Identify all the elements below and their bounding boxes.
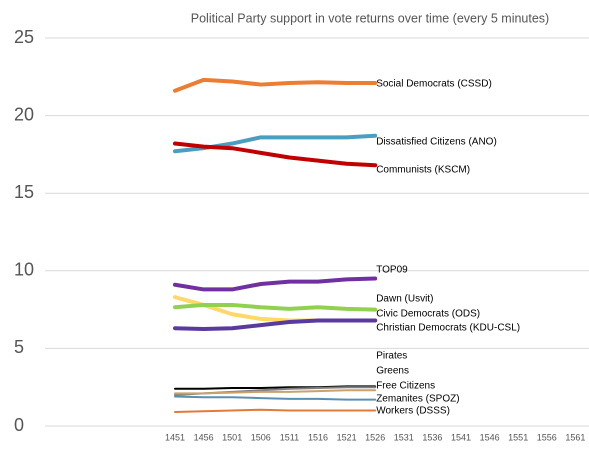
series-label: Dawn (Usvit) [376,294,433,305]
series-label: Pirates [376,351,407,362]
x-tick-label: 1551 [508,432,528,442]
series-label: Civic Democrats (ODS) [376,309,480,320]
y-tick-label: 15 [14,182,34,202]
x-tick-label: 1546 [480,432,500,442]
series-label: Zemanites (SPOZ) [376,394,459,405]
series-label: Social Democrats (CSSD) [376,79,492,90]
series-line [174,395,377,401]
series-label: Greens [376,366,409,377]
chart-title: Political Party support in vote returns … [191,11,549,25]
x-tick-label: 1561 [565,432,585,442]
series-line [173,318,378,331]
x-tick-label: 1541 [451,432,471,442]
series-line [173,133,378,154]
x-tick-label: 1501 [222,432,242,442]
series-label: Free Citizens [376,381,435,392]
y-tick-label: 20 [14,104,34,124]
series-line [173,302,378,312]
x-tick-label: 1506 [251,432,271,442]
series-label: Communists (KSCM) [376,165,470,176]
series-line [173,77,378,93]
x-tick-label: 1526 [365,432,385,442]
series-label: TOP09 [376,265,408,276]
x-tick-label: 1451 [165,432,185,442]
x-tick-label: 1456 [194,432,214,442]
y-tick-label: 5 [14,337,24,357]
series-label: Dissatisfied Citizens (ANO) [376,137,497,148]
x-tick-label: 1531 [394,432,414,442]
series-line [173,141,378,168]
series-line [174,408,377,414]
series-label: Christian Democrats (KDU-CSL) [376,323,520,334]
x-tick-label: 1516 [308,432,328,442]
series-label: Workers (DSSS) [376,406,450,417]
y-tick-label: 25 [14,27,34,47]
series-line [174,389,377,395]
series-line [173,276,378,292]
x-tick-label: 1521 [337,432,357,442]
x-tick-label: 1556 [537,432,557,442]
x-tick-label: 1511 [280,432,299,442]
y-tick-label: 0 [14,415,24,435]
y-tick-label: 10 [14,260,34,280]
x-tick-label: 1536 [422,432,442,442]
